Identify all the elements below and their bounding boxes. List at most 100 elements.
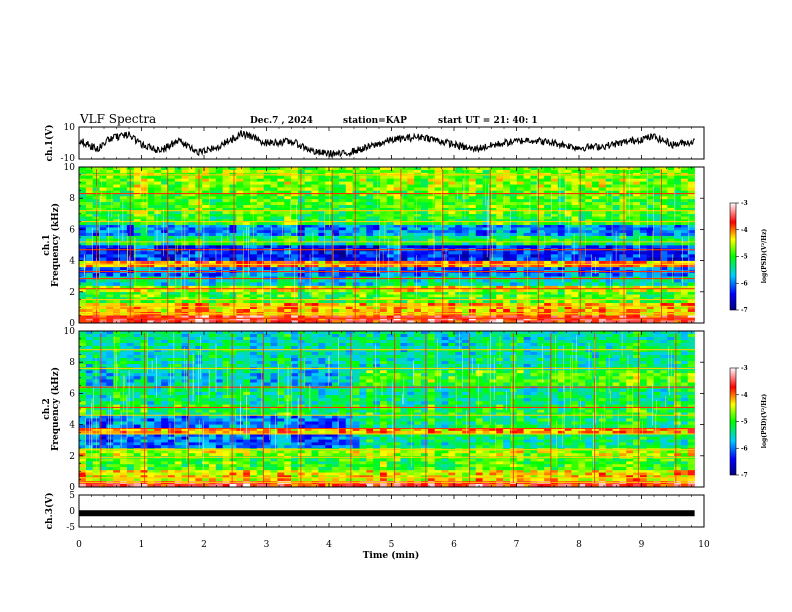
ch1-spectrogram-cell [475,181,483,185]
ch1-spectrogram-cell [421,169,429,174]
ch1-spectrogram-cell [270,257,278,261]
ch1-spectrogram-cell [167,257,176,261]
ch1-spectrogram-cell [544,285,552,289]
ch1-spectrogram-cell [578,276,586,280]
ch1-spectrogram-cell [441,202,449,206]
ch1-spectrogram-cell [222,294,230,298]
ch1-spectrogram-cell [154,266,162,271]
ch1-spectrogram-cell [516,279,524,283]
ch1-spectrogram-cell [386,193,394,197]
ch1-spectrogram-cell [386,294,394,298]
ch1-spectrogram-cell [550,273,559,277]
ch1-spectrogram-cell [297,263,306,268]
ch1-spectrogram-cell [236,251,244,255]
ch1-spectrogram-cell [680,276,689,280]
ch1-spectrogram-cell [509,178,518,182]
ch1-spectrogram-cell [626,288,634,293]
ch1-spectrogram-cell [284,266,292,271]
ch1-spectrogram-cell [639,238,648,243]
ch1-spectrogram-cell [489,241,497,246]
ch1-spectrogram-cell [496,169,504,174]
ch1-spectrogram-cell [503,260,511,265]
ch1-spectrogram-cell [612,308,620,313]
ch1-spectrogram-cell [140,210,148,215]
ch1-spectrogram-cell [120,273,128,277]
ch1-spectrogram-cell [167,221,176,226]
ch1-spectrogram-cell [174,305,182,310]
ch1-spectrogram-cell [359,308,367,313]
ch1-spectrogram-cell [414,216,422,220]
ch1-spectrogram-cell [393,184,401,188]
ch1-spectrogram-cell [208,288,217,293]
ch1-spectrogram-cell [140,219,148,223]
ch1-spectrogram-cell [154,178,162,182]
ch1-spectrogram-cell [448,294,456,298]
ch1-spectrogram-cell [256,196,264,200]
ch1-spectrogram-cell [277,221,285,226]
ch1-spectrogram-cell [126,317,135,321]
ch1-spectrogram-cell [496,315,504,319]
ch1-spectrogram-cell [85,169,93,174]
ch1-spectrogram-cell [592,294,600,298]
ch1-spectrogram-cell [345,205,353,209]
ch1-spectrogram-cell [434,175,442,180]
ch1-spectrogram-cell [564,202,572,206]
ch1-spectrogram-cell [386,308,394,313]
ch1-spectrogram-cell [455,216,463,220]
ch1-spectrogram-cell [550,213,559,217]
ch1-spectrogram-cell [612,167,620,171]
ch1-spectrogram-cell [407,190,415,194]
ch1-spectrogram-cell [462,235,470,240]
ch1-spectrogram-cell [304,202,312,206]
ch1-spectrogram-cell [263,167,271,171]
ch1-spectrogram-cell [509,205,518,209]
ch1-spectrogram-cell [113,175,121,180]
ch1-spectrogram-cell [680,216,689,220]
ch1-spectrogram-cell [455,199,463,203]
ch1-spectrogram-cell [188,299,196,304]
ch1-spectrogram-cell [215,282,223,286]
ch1-spectrogram-cell [311,291,319,295]
ch1-spectrogram-cell [215,193,223,197]
ch1-spectrogram-cell [462,238,470,243]
ch1-spectrogram-cell [414,219,422,223]
ch1-spectrogram-cell [462,187,470,191]
ch1-spectrogram-cell [414,235,422,240]
ch1-spectrogram-cell [338,193,347,197]
ch1-spectrogram-cell [605,227,613,231]
ch1-spectrogram-cell [386,210,394,215]
ch1-spectrogram-cell [188,317,196,321]
ch1-spectrogram-cell [592,291,600,295]
ch1-spectrogram-cell [304,232,312,236]
ch1-spectrogram-cell [462,257,470,261]
ch1-spectrogram-cell [407,193,415,197]
ch1-spectrogram-cell [557,297,565,301]
ch1-spectrogram-cell [229,221,237,226]
ch1-spectrogram-cell [140,196,148,200]
ch1-spectrogram-cell [277,181,285,185]
ch1-spectrogram-cell [297,302,306,307]
ch1-spectrogram-cell [284,273,292,277]
ch1-spectrogram-cell [140,181,148,185]
ch1-spectrogram-cell [667,230,675,234]
ch1-spectrogram-cell [633,241,641,246]
ch1-spectrogram-cell [215,305,223,310]
ch1-spectrogram-cell [229,187,237,191]
ch1-spectrogram-cell [557,202,565,206]
ch1-spectrogram-cell [181,251,189,255]
ch1-spectrogram-cell [393,291,401,295]
ch1-spectrogram-cell [557,205,565,209]
ch1-spectrogram-cell [680,207,689,212]
ch1-spectrogram-cell [523,276,531,280]
ch1-spectrogram-cell [660,305,668,310]
ch1-spectrogram-cell [475,254,483,258]
ch1-spectrogram-cell [120,167,128,171]
ch1-spectrogram-cell [482,260,490,265]
ch1-spectrogram-cell [222,260,230,265]
ch1-spectrogram-cell [633,320,641,324]
ch1-spectrogram-cell [297,273,306,277]
ch1-spectrogram-cell [687,190,695,194]
ch1-spectrogram-cell [99,294,107,298]
ch1-spectrogram-cell [147,227,155,231]
ch1-spectrogram-cell [414,230,422,234]
